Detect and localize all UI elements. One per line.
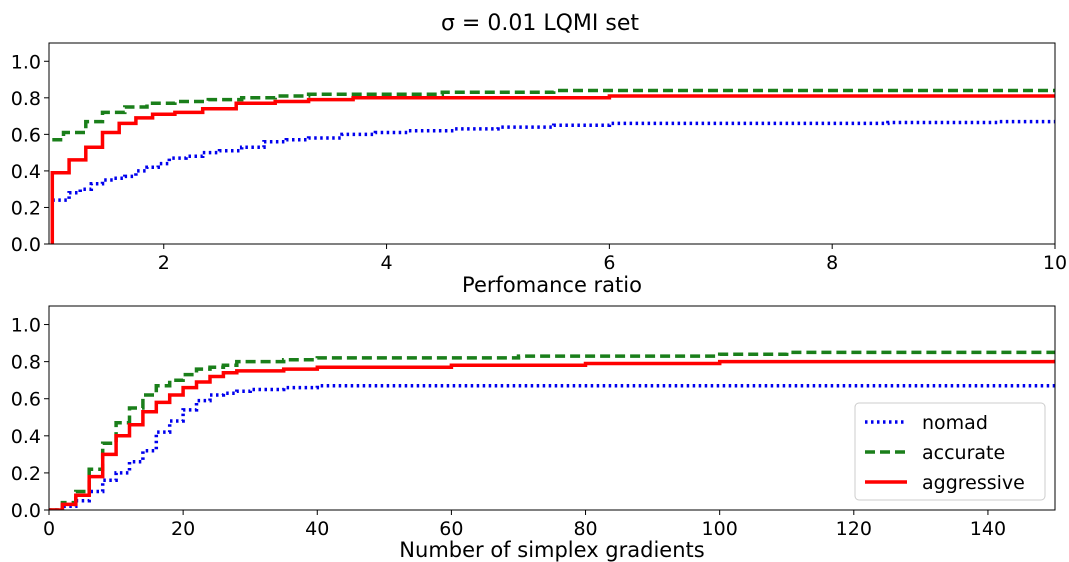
x-tick-label: 20 [171,518,195,540]
y-tick-label: 1.0 [11,315,41,337]
y-tick-label: 0.4 [11,426,41,448]
series-line-nomad [52,119,1055,202]
legend: nomad accurate aggressive [854,402,1046,501]
plot-frame [48,42,1056,245]
legend-label-accurate: accurate [922,442,1005,464]
plot-frame [48,305,1056,511]
y-tick-label: 0.6 [11,124,41,146]
bottom-chart-simplex-gradients: 0 20 40 60 80 100 120 140 0.0 0.2 0.4 0.6 0.8 1.0 Numb… [11,305,1056,562]
x-tick-label: 60 [439,518,463,540]
y-tick-label: 0.0 [11,234,41,256]
x-tick-label: 2 [158,252,170,274]
x-tick-label: 100 [702,518,738,540]
x-axis-label: Perfomance ratio [462,273,642,297]
legend-label-aggressive: aggressive [922,472,1025,494]
chart-title: σ = 0.01 LQMI set [441,11,639,36]
x-tick-label: 4 [381,252,393,274]
x-tick-label: 40 [305,518,329,540]
x-axis-label: Number of simplex gradients [399,538,704,562]
y-tick-label: 0.0 [11,500,41,522]
x-tick-label: 80 [573,518,597,540]
x-tick-label: 0 [43,518,55,540]
x-tick-label: 140 [970,518,1006,540]
top-chart-performance-ratio: 2 4 6 8 10 0.0 0.2 0.4 0.6 0.8 1.0 Perfomance ratio [11,42,1067,297]
x-tick-label: 6 [603,252,615,274]
y-tick-label: 0.2 [11,197,41,219]
y-tick-label: 0.6 [11,389,41,411]
series-line-aggressive [50,94,1055,244]
series-line-aggressive [49,359,1055,510]
y-tick-label: 0.8 [11,352,41,374]
y-tick-label: 1.0 [11,51,41,73]
legend-label-nomad: nomad [922,412,988,434]
y-tick-label: 0.8 [11,88,41,110]
y-tick-label: 0.4 [11,161,41,183]
series-line-accurate [52,88,1055,142]
x-tick-label: 8 [826,252,838,274]
y-tick-label: 0.2 [11,463,41,485]
x-tick-label: 120 [836,518,872,540]
legend-box [854,402,1046,501]
x-tick-label: 10 [1043,252,1067,274]
